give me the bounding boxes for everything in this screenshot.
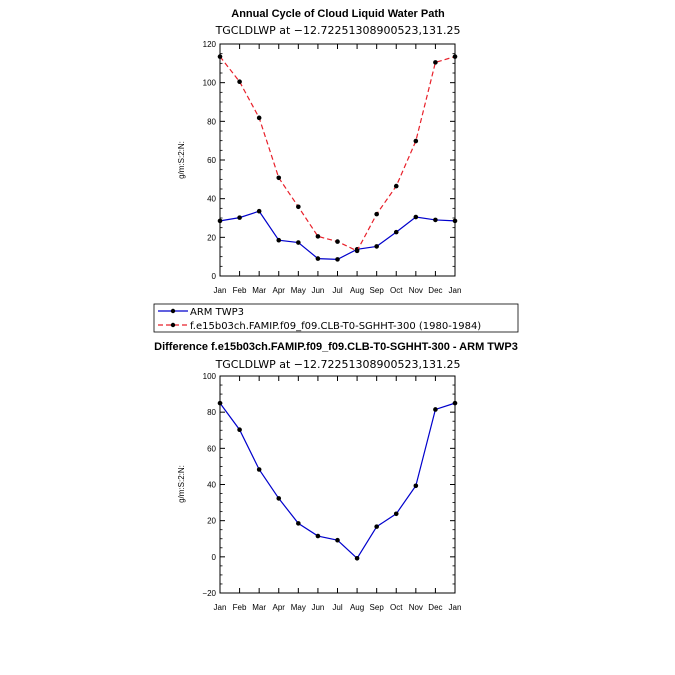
top-chart-subtitle: TGCLDLWP at −12.72251308900523,131.25 bbox=[215, 24, 461, 37]
data-point bbox=[393, 229, 399, 235]
x-tick-label: Feb bbox=[233, 603, 247, 612]
y-tick-label: 60 bbox=[207, 444, 216, 453]
legend-label-arm: ARM TWP3 bbox=[190, 307, 244, 318]
data-point bbox=[256, 467, 262, 472]
data-point bbox=[433, 217, 438, 223]
x-tick-label: Feb bbox=[233, 286, 247, 295]
x-tick-label: May bbox=[291, 286, 306, 295]
y-tick-label: 100 bbox=[203, 372, 217, 381]
x-tick-label: Mar bbox=[252, 286, 266, 295]
y-tick-label: 0 bbox=[212, 553, 217, 562]
legend-marker-arm bbox=[170, 308, 176, 314]
data-point bbox=[374, 244, 379, 249]
data-point bbox=[452, 400, 458, 406]
x-tick-label: Sep bbox=[370, 603, 385, 612]
data-point bbox=[237, 427, 242, 433]
y-tick-label: 80 bbox=[207, 117, 216, 126]
x-tick-label: Jul bbox=[332, 286, 342, 295]
bottom-y-axis-label: g/m:S:2:N: bbox=[177, 465, 186, 503]
data-point bbox=[237, 79, 242, 84]
data-point bbox=[217, 400, 223, 406]
data-point bbox=[452, 54, 458, 59]
x-tick-label: Jan bbox=[449, 286, 462, 295]
series-line-0 bbox=[219, 402, 456, 560]
data-point bbox=[315, 256, 321, 261]
x-tick-label: Nov bbox=[409, 603, 423, 612]
series-line-0 bbox=[219, 210, 456, 260]
data-point bbox=[433, 407, 438, 412]
bottom-plot-frame bbox=[219, 375, 456, 594]
bottom-chart: Difference f.e15b03ch.FAMIP.f09_f09.CLB-… bbox=[154, 341, 518, 612]
x-tick-label: Jun bbox=[311, 286, 324, 295]
y-tick-label: 60 bbox=[207, 156, 216, 165]
data-point bbox=[433, 60, 438, 65]
data-point bbox=[374, 211, 379, 217]
data-point bbox=[354, 555, 360, 561]
y-tick-label: 0 bbox=[212, 272, 217, 281]
data-point bbox=[237, 215, 242, 220]
x-tick-label: Aug bbox=[350, 286, 364, 295]
x-tick-label: Dec bbox=[428, 603, 442, 612]
series-line-1 bbox=[219, 55, 456, 252]
data-point bbox=[315, 234, 321, 239]
y-tick-label: −20 bbox=[202, 589, 216, 598]
y-tick-label: 40 bbox=[207, 481, 216, 490]
x-tick-label: Oct bbox=[390, 286, 403, 295]
top-y-axis-label: g/m:S:2:N: bbox=[177, 141, 186, 179]
data-point bbox=[276, 175, 282, 181]
y-tick-label: 40 bbox=[207, 195, 216, 204]
data-point bbox=[276, 237, 282, 243]
legend: ARM TWP3 f.e15b03ch.FAMIP.f09_f09.CLB-T0… bbox=[153, 303, 519, 333]
data-point bbox=[413, 138, 419, 144]
data-point bbox=[256, 208, 262, 214]
y-tick-label: 20 bbox=[207, 233, 216, 242]
top-chart: Annual Cycle of Cloud Liquid Water Path … bbox=[177, 8, 461, 295]
data-point bbox=[335, 239, 340, 244]
x-tick-label: Sep bbox=[370, 286, 385, 295]
data-point bbox=[335, 257, 340, 262]
y-tick-label: 80 bbox=[207, 408, 216, 417]
data-point bbox=[393, 511, 399, 517]
legend-marker-model bbox=[170, 322, 176, 328]
data-point bbox=[315, 533, 321, 539]
x-tick-label: Jun bbox=[311, 603, 324, 612]
data-point bbox=[217, 218, 223, 224]
data-point bbox=[256, 115, 262, 121]
top-chart-title: Annual Cycle of Cloud Liquid Water Path bbox=[231, 8, 445, 20]
data-point bbox=[413, 214, 419, 220]
y-tick-label: 20 bbox=[207, 517, 216, 526]
bottom-chart-title: Difference f.e15b03ch.FAMIP.f09_f09.CLB-… bbox=[154, 341, 518, 353]
x-tick-label: Apr bbox=[273, 603, 286, 612]
data-point bbox=[335, 537, 340, 543]
x-tick-label: Mar bbox=[252, 603, 266, 612]
data-point bbox=[276, 496, 282, 501]
x-tick-label: May bbox=[291, 603, 306, 612]
x-tick-label: Jan bbox=[214, 286, 227, 295]
data-point bbox=[296, 240, 301, 245]
bottom-chart-subtitle: TGCLDLWP at −12.72251308900523,131.25 bbox=[215, 358, 461, 371]
data-point bbox=[296, 521, 301, 526]
data-point bbox=[217, 54, 223, 59]
x-tick-label: Dec bbox=[428, 286, 442, 295]
data-point bbox=[413, 483, 419, 489]
x-tick-label: Jul bbox=[332, 603, 342, 612]
legend-label-model: f.e15b03ch.FAMIP.f09_f09.CLB-T0-SGHHT-30… bbox=[190, 321, 481, 332]
legend-box bbox=[153, 303, 519, 333]
y-tick-label: 120 bbox=[203, 40, 217, 49]
data-point bbox=[452, 218, 458, 224]
x-tick-label: Oct bbox=[390, 603, 403, 612]
data-point bbox=[374, 524, 379, 529]
y-tick-label: 100 bbox=[203, 79, 217, 88]
x-tick-label: Apr bbox=[273, 286, 286, 295]
x-tick-label: Aug bbox=[350, 603, 364, 612]
x-tick-label: Nov bbox=[409, 286, 423, 295]
x-tick-label: Jan bbox=[449, 603, 462, 612]
data-point bbox=[393, 183, 399, 189]
x-tick-label: Jan bbox=[214, 603, 227, 612]
data-point bbox=[296, 204, 301, 210]
data-point bbox=[354, 248, 360, 254]
